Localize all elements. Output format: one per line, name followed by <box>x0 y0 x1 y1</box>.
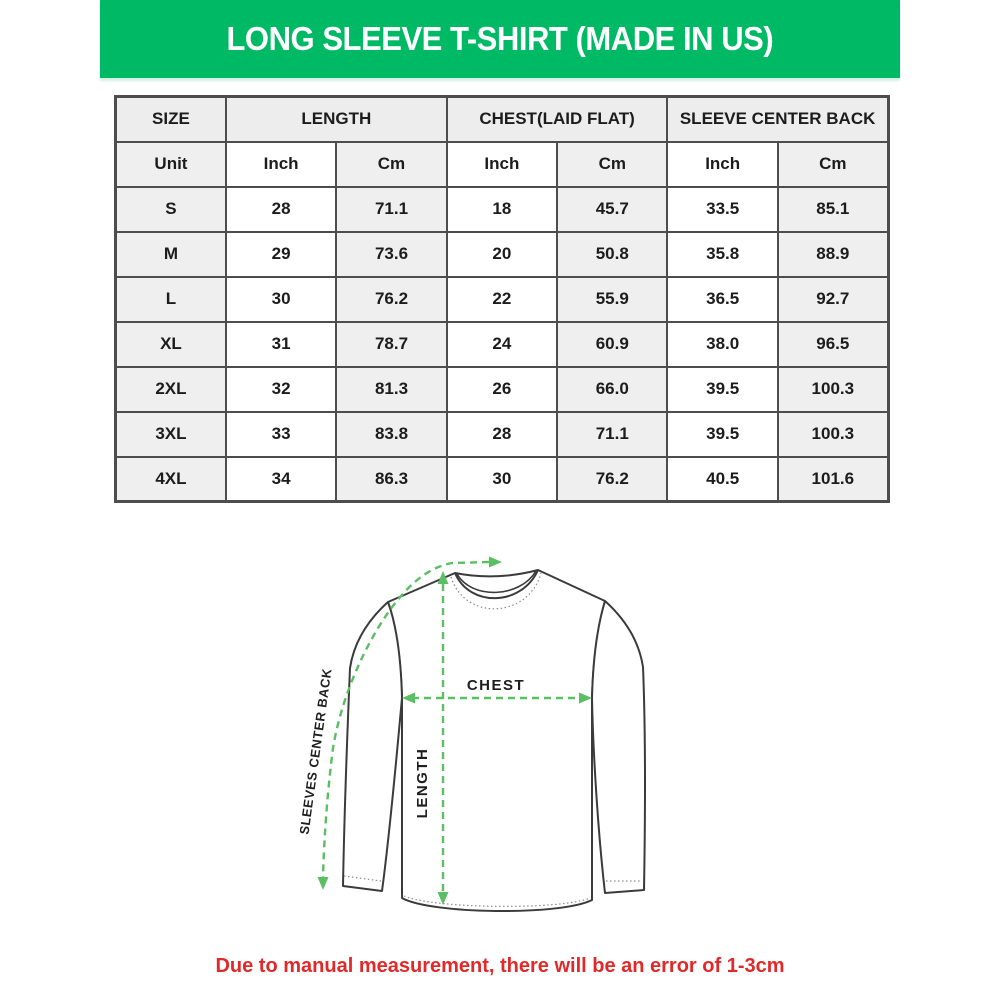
measurement-cell: 32 <box>224 365 338 413</box>
measurement-cell: 24 <box>445 320 559 368</box>
hem-stitch-line <box>403 895 591 907</box>
size-table-container: SIZE LENGTH CHEST(LAID FLAT) SLEEVE CENTER … <box>114 95 890 503</box>
measurement-cell: 28 <box>445 410 559 458</box>
sleeve-arrow-right-head <box>489 556 502 568</box>
measurement-cell: 71.1 <box>335 185 448 233</box>
measurement-cell: 36.5 <box>666 275 779 323</box>
measurement-cell: 38.0 <box>666 320 779 368</box>
measurement-cell: M <box>114 230 227 278</box>
length-label: LENGTH <box>414 748 431 819</box>
measurement-cell: 50.8 <box>556 230 669 278</box>
column-group-header: SIZE <box>114 95 227 143</box>
measurement-cell: 30 <box>445 455 559 503</box>
measurement-cell: 66.0 <box>556 365 669 413</box>
measurement-cell: 28 <box>224 185 338 233</box>
sleeve-arrow-line <box>321 560 490 878</box>
measurement-cell: 39.5 <box>666 365 779 413</box>
collar-stitch-line <box>450 572 542 610</box>
table-row: 4XL 34 86.3 30 76.2 40.5 101.6 <box>114 455 890 503</box>
table-row: M 29 73.6 20 50.8 35.8 88.9 <box>114 230 890 278</box>
measurement-cell: 34 <box>224 455 338 503</box>
measurement-cell: 81.3 <box>335 365 448 413</box>
collar-inner-arc <box>456 570 537 594</box>
unit-cell: Cm <box>335 140 448 188</box>
measurement-cell: 83.8 <box>335 410 448 458</box>
measurement-cell: 39.5 <box>666 410 779 458</box>
chest-label: CHEST <box>467 677 525 694</box>
measurement-cell: 3XL <box>114 410 227 458</box>
sleeves-center-back-label: SLEEVES CENTER BACK <box>296 667 334 835</box>
measurement-cell: 86.3 <box>335 455 448 503</box>
measurement-cell: 26 <box>445 365 559 413</box>
measurement-cell: 45.7 <box>556 185 669 233</box>
table-row: S 28 71.1 18 45.7 33.5 85.1 <box>114 185 890 233</box>
table-row: 3XL 33 83.8 28 71.1 39.5 100.3 <box>114 410 890 458</box>
collar-outer-arc <box>454 569 539 600</box>
unit-cell: Unit <box>114 140 227 188</box>
measurement-cell: 40.5 <box>666 455 779 503</box>
measurement-cell: 2XL <box>114 365 227 413</box>
measurement-cell: 100.3 <box>776 410 890 458</box>
tshirt-body-outline <box>387 569 606 913</box>
measurement-cell: 96.5 <box>776 320 890 368</box>
measurement-cell: 30 <box>224 275 338 323</box>
size-table: SIZE LENGTH CHEST(LAID FLAT) SLEEVE CENTER … <box>114 95 890 503</box>
measurement-cell: 18 <box>445 185 559 233</box>
unit-cell: Inch <box>666 140 779 188</box>
measurement-note: Due to manual measurement, there will be… <box>215 955 785 977</box>
measurement-cell: 55.9 <box>556 275 669 323</box>
column-group-header: SLEEVE CENTER BACK <box>666 95 890 143</box>
measurement-cell: 78.7 <box>335 320 448 368</box>
table-row: XL 31 78.7 24 60.9 38.0 96.5 <box>114 320 890 368</box>
measurement-cell: 33 <box>224 410 338 458</box>
measurement-cell: 20 <box>445 230 559 278</box>
measurement-cell: 92.7 <box>776 275 890 323</box>
measurement-cell: 101.6 <box>776 455 890 503</box>
unit-cell: Cm <box>776 140 890 188</box>
measurement-cell: L <box>114 275 227 323</box>
measurement-cell: 100.3 <box>776 365 890 413</box>
measurement-cell: 71.1 <box>556 410 669 458</box>
measurement-cell: 76.2 <box>556 455 669 503</box>
measurement-cell: 33.5 <box>666 185 779 233</box>
table-unit-row: Unit Inch Cm Inch Cm Inch Cm <box>114 140 890 188</box>
measurement-cell: XL <box>114 320 227 368</box>
measurement-cell: 29 <box>224 230 338 278</box>
measurement-cell: 31 <box>224 320 338 368</box>
measurement-cell: 4XL <box>114 455 227 503</box>
table-row: L 30 76.2 22 55.9 36.5 92.7 <box>114 275 890 323</box>
tshirt-right-sleeve <box>591 600 646 894</box>
measurement-cell: 88.9 <box>776 230 890 278</box>
length-arrow-bottom-head <box>437 892 449 905</box>
measurement-cell: 85.1 <box>776 185 890 233</box>
measurement-cell: 35.8 <box>666 230 779 278</box>
measurement-cell: 60.9 <box>556 320 669 368</box>
unit-cell: Cm <box>556 140 669 188</box>
tshirt-diagram: CHEST LENGTH SLEEVES CENTER BACK <box>296 556 646 913</box>
measurement-cell: 73.6 <box>335 230 448 278</box>
page-title: LONG SLEEVE T-SHIRT (MADE IN US) <box>226 20 774 57</box>
measurement-cell: S <box>114 185 227 233</box>
title-banner: LONG SLEEVE T-SHIRT (MADE IN US) <box>100 0 900 78</box>
column-group-header: CHEST(LAID FLAT) <box>445 95 669 143</box>
tshirt-left-sleeve <box>342 601 403 892</box>
measurement-cell: 76.2 <box>335 275 448 323</box>
unit-cell: Inch <box>224 140 338 188</box>
sleeve-arrow-down-head <box>317 877 329 890</box>
column-group-header: LENGTH <box>224 95 448 143</box>
table-row: 2XL 32 81.3 26 66.0 39.5 100.3 <box>114 365 890 413</box>
unit-cell: Inch <box>445 140 559 188</box>
table-group-header-row: SIZE LENGTH CHEST(LAID FLAT) SLEEVE CENTER … <box>114 95 890 143</box>
chest-arrow-right-head <box>579 692 592 704</box>
measurement-cell: 22 <box>445 275 559 323</box>
chest-arrow-left-head <box>402 692 415 704</box>
length-arrow-top-head <box>437 571 449 584</box>
